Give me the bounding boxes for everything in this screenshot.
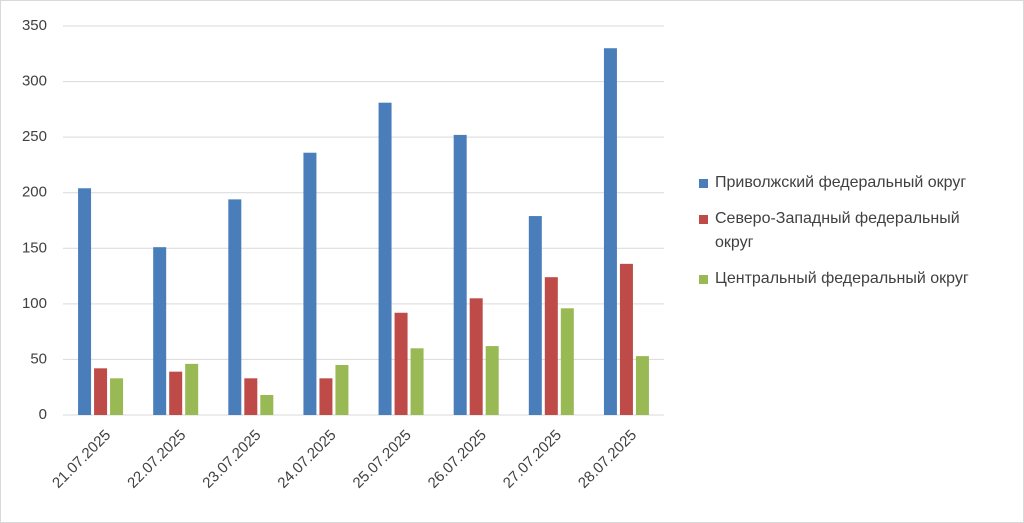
bar	[319, 378, 333, 415]
bar	[78, 188, 92, 415]
x-tick-label: 27.07.2025	[500, 427, 565, 492]
y-tick-label: 300	[22, 73, 47, 90]
legend-label: Северо-Западный федеральный округ	[715, 210, 960, 251]
legend-swatch	[699, 215, 708, 224]
bar	[485, 346, 499, 415]
legend: Приволжский федеральный округ Северо-Запа…	[699, 171, 999, 303]
bar	[228, 199, 242, 415]
bar	[544, 277, 558, 415]
bar	[169, 371, 183, 415]
x-tick-label: 25.07.2025	[350, 427, 415, 492]
x-tick-label: 23.07.2025	[199, 427, 264, 492]
bar	[185, 363, 199, 415]
bar	[560, 308, 574, 415]
bar	[303, 152, 317, 415]
legend-swatch	[699, 275, 708, 284]
legend-item: Северо-Западный федеральный округ	[699, 207, 999, 255]
bar	[378, 102, 392, 415]
x-tick-label: 28.07.2025	[575, 427, 640, 492]
y-tick-label: 50	[30, 350, 47, 367]
y-tick-label: 100	[22, 295, 47, 312]
bar	[94, 368, 108, 415]
bar	[410, 348, 424, 415]
bar	[528, 216, 542, 415]
bar	[153, 247, 167, 415]
bar	[619, 263, 633, 415]
x-tick-label: 22.07.2025	[124, 427, 189, 492]
bar	[110, 378, 124, 415]
x-tick-label: 24.07.2025	[274, 427, 339, 492]
legend-label: Центральный федеральный округ	[715, 270, 969, 287]
bar	[453, 134, 467, 416]
legend-swatch	[699, 179, 708, 188]
y-tick-label: 0	[39, 406, 47, 423]
y-tick-label: 250	[22, 128, 47, 145]
y-tick-label: 350	[22, 17, 47, 34]
bar	[635, 356, 649, 415]
bar	[603, 48, 617, 415]
legend-item: Центральный федеральный округ	[699, 267, 999, 291]
bar	[469, 298, 483, 415]
x-tick-label: 21.07.2025	[49, 427, 114, 492]
legend-item: Приволжский федеральный округ	[699, 171, 999, 195]
x-tick-label: 26.07.2025	[425, 427, 490, 492]
bar	[260, 394, 274, 415]
bar	[394, 312, 408, 415]
legend-label: Приволжский федеральный округ	[715, 174, 967, 191]
bar	[244, 378, 258, 415]
y-tick-label: 150	[22, 239, 47, 256]
bar	[335, 364, 349, 415]
y-tick-label: 200	[22, 184, 47, 201]
